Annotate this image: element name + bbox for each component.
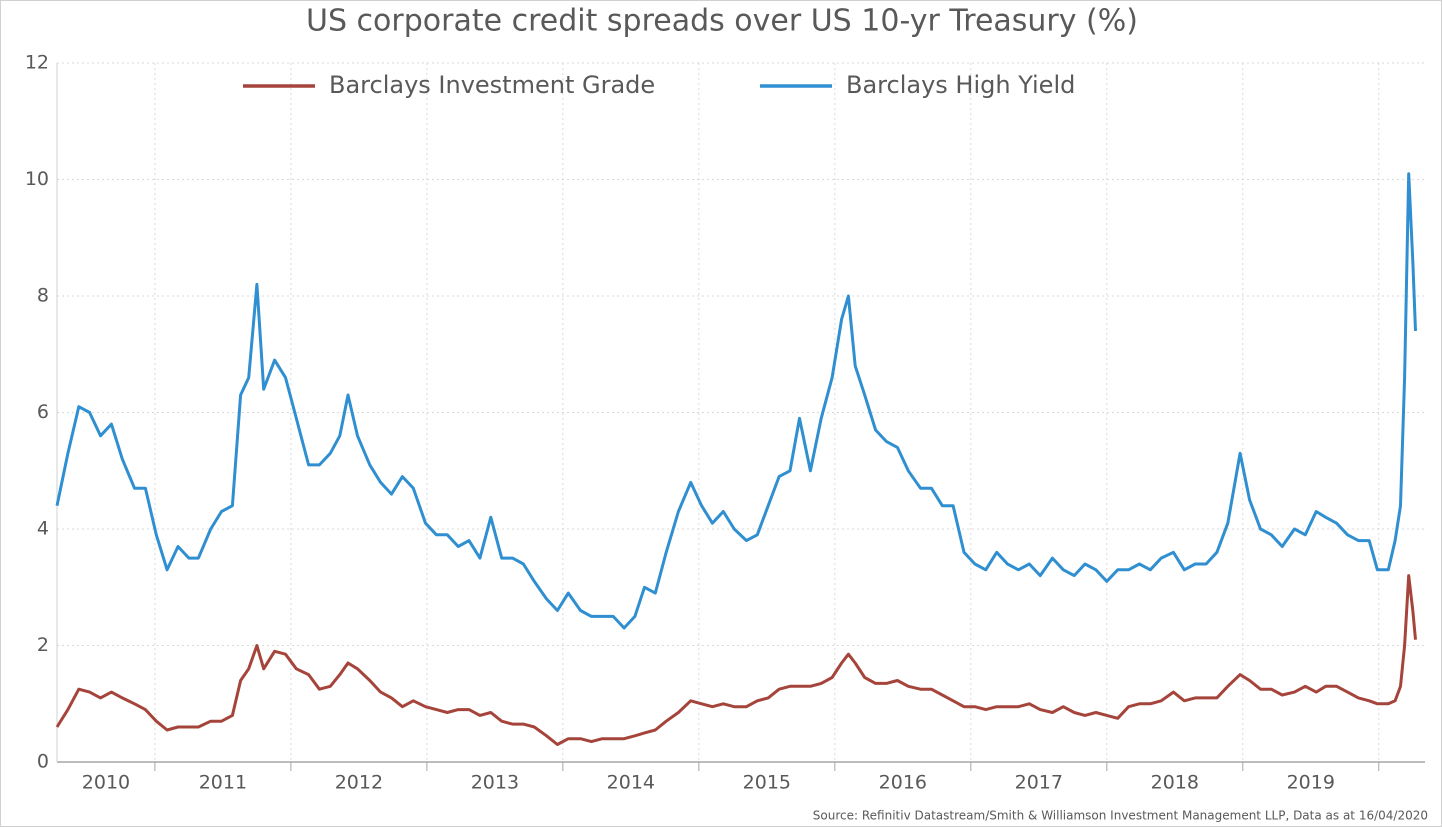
y-tick-label: 10 <box>25 168 49 190</box>
chart-title: US corporate credit spreads over US 10-y… <box>306 4 1138 39</box>
x-tick-label: 2014 <box>607 772 655 794</box>
legend-label: Barclays High Yield <box>846 71 1075 99</box>
x-tick-label: 2013 <box>471 772 519 794</box>
x-tick-label: 2019 <box>1287 772 1335 794</box>
y-tick-label: 4 <box>37 518 49 540</box>
x-tick-label: 2011 <box>199 772 247 794</box>
x-tick-label: 2017 <box>1015 772 1063 794</box>
y-tick-label: 2 <box>37 634 49 656</box>
x-tick-label: 2010 <box>82 772 130 794</box>
series-line <box>55 574 1417 746</box>
y-tick-label: 0 <box>37 751 49 773</box>
series-line <box>55 172 1417 630</box>
y-tick-label: 6 <box>37 401 49 423</box>
legend-label: Barclays Investment Grade <box>329 71 655 99</box>
x-tick-label: 2016 <box>879 772 927 794</box>
x-tick-label: 2018 <box>1151 772 1199 794</box>
x-tick-label: 2015 <box>743 772 791 794</box>
y-tick-label: 12 <box>25 52 49 74</box>
y-tick-label: 8 <box>37 285 49 307</box>
x-tick-label: 2012 <box>335 772 383 794</box>
source-note: Source: Refinitiv Datastream/Smith & Wil… <box>813 809 1428 823</box>
